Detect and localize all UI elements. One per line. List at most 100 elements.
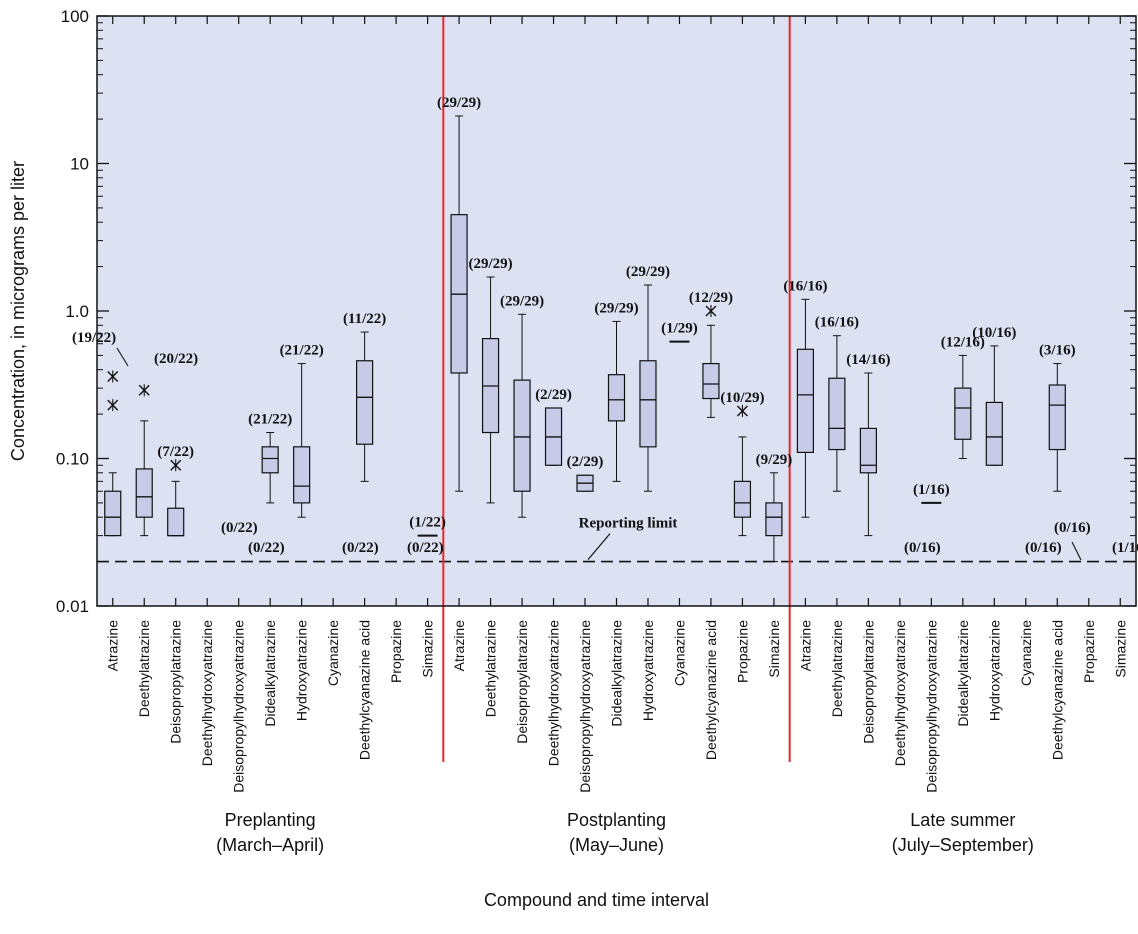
deethylcyanazine-acid-box: [356, 360, 374, 445]
category-label-deisopropylatrazine: Deisopropylatrazine: [168, 620, 184, 744]
propazine-box: [733, 480, 752, 518]
atrazine-detection-count: (19/22): [72, 330, 116, 346]
category-label-deisopropylhydroxyatrazine: Deisopropylhydroxyatrazine: [231, 620, 247, 793]
deethylcyanazine-acid-detection-count: (11/22): [343, 311, 386, 327]
deethylatrazine-box: [135, 468, 153, 518]
didealkylatrazine-box: [954, 387, 972, 440]
deethylcyanazine-acid-detection-count: (12/29): [689, 290, 733, 306]
didealkylatrazine-detection-count: (12/16): [941, 334, 985, 350]
cyanazine-detection-count: (0/22): [342, 540, 379, 556]
didealkylatrazine-box: [261, 446, 279, 474]
x-axis-title: Compound and time interval: [484, 890, 709, 910]
y-tick-label: 0.10: [56, 450, 89, 469]
deethylhydroxyatrazine-detection-count: (0/22): [221, 520, 258, 536]
category-label-deethylatrazine: Deethylatrazine: [483, 620, 499, 717]
deethylatrazine-detection-count: (20/22): [154, 351, 198, 367]
deisopropylhydroxyatrazine-detection-count: (2/29): [567, 454, 604, 470]
deisopropylatrazine-box: [167, 507, 185, 537]
didealkylatrazine-detection-count: (21/22): [248, 412, 292, 428]
didealkylatrazine-detection-count: (29/29): [594, 300, 638, 316]
simazine-detection-count: (9/29): [756, 452, 793, 468]
category-label-propazine: Propazine: [388, 620, 404, 683]
category-label-didealkylatrazine: Didealkylatrazine: [955, 620, 971, 727]
deethylhydroxyatrazine-detection-count: (0/16): [904, 540, 941, 556]
atrazine-box: [104, 490, 122, 537]
deethylhydroxyatrazine-detection-count: (2/29): [535, 387, 572, 403]
category-label-deethylhydroxyatrazine: Deethylhydroxyatrazine: [892, 620, 908, 767]
hydroxyatrazine-detection-count: (21/22): [280, 343, 324, 359]
propazine-detection-count: (0/16): [1054, 520, 1091, 536]
deisopropylatrazine-box: [513, 379, 531, 492]
y-tick-label: 100: [61, 7, 89, 26]
category-label-hydroxyatrazine: Hydroxyatrazine: [986, 620, 1002, 721]
group-label-0: Preplanting: [225, 810, 316, 830]
boxes: [104, 115, 1066, 563]
simazine-detection-count: (1/22): [409, 515, 446, 531]
atrazine-detection-count: (16/16): [783, 278, 827, 294]
category-label-cyanazine: Cyanazine: [1018, 620, 1034, 686]
hydroxyatrazine-detection-count: (29/29): [626, 264, 670, 280]
deisopropylhydroxyatrazine-detection-count: (0/22): [248, 540, 285, 556]
group-sublabel-2: (July–September): [892, 835, 1034, 855]
group-label-1: Postplanting: [567, 810, 666, 830]
hydroxyatrazine-box: [639, 360, 657, 448]
hydroxyatrazine-box: [293, 446, 311, 504]
category-label-propazine: Propazine: [1081, 620, 1097, 683]
category-label-didealkylatrazine: Didealkylatrazine: [262, 620, 278, 727]
deisopropylatrazine-box: [859, 427, 877, 474]
category-label-cyanazine: Cyanazine: [671, 620, 687, 686]
category-label-deisopropylhydroxyatrazine: Deisopropylhydroxyatrazine: [577, 620, 593, 793]
atrazine-box: [796, 348, 815, 453]
category-label-deisopropylatrazine: Deisopropylatrazine: [860, 620, 876, 744]
category-label-simazine: Simazine: [766, 620, 782, 678]
plot-area: [97, 16, 1136, 606]
category-label-propazine: Propazine: [734, 620, 750, 683]
simazine-box: [765, 502, 783, 537]
group-sublabel-1: (May–June): [569, 835, 664, 855]
category-label-deethylcyanazine-acid: Deethylcyanazine acid: [703, 620, 719, 760]
category-label-deisopropylhydroxyatrazine: Deisopropylhydroxyatrazine: [923, 620, 939, 793]
group-sublabel-0: (March–April): [216, 835, 324, 855]
deethylcyanazine-acid-detection-count: (3/16): [1039, 343, 1076, 359]
category-label-simazine: Simazine: [420, 620, 436, 678]
reporting-limit-label: Reporting limit: [579, 516, 678, 532]
category-label-simazine: Simazine: [1112, 620, 1128, 678]
category-label-deethylcyanazine-acid: Deethylcyanazine acid: [1049, 620, 1065, 760]
cyanazine-detection-count: (1/29): [661, 321, 698, 337]
detection-annotations: (19/22) (20/22) (7/22) (0/22) (0/22) (21/22) (…: [72, 95, 1138, 561]
deethylatrazine-detection-count: (16/16): [815, 315, 859, 331]
deisopropylatrazine-detection-count: (7/22): [157, 444, 194, 460]
deisopropylatrazine-detection-count: (29/29): [500, 293, 544, 309]
category-label-atrazine: Atrazine: [105, 620, 121, 672]
deethylatrazine-box: [828, 377, 846, 451]
category-label-didealkylatrazine: Didealkylatrazine: [609, 620, 625, 727]
simazine-detection-count: (1/16): [1112, 540, 1138, 556]
category-label-deethylatrazine: Deethylatrazine: [136, 620, 152, 717]
category-label-hydroxyatrazine: Hydroxyatrazine: [294, 620, 310, 721]
deethylcyanazine-acid-box: [1048, 384, 1066, 451]
propazine-annotation-leader: [1071, 541, 1082, 561]
category-label-hydroxyatrazine: Hydroxyatrazine: [640, 620, 656, 721]
y-tick-label: 1.0: [65, 302, 89, 321]
atrazine-detection-count: (29/29): [437, 95, 481, 111]
reference-lines: Reporting limit: [97, 16, 1136, 762]
category-label-deisopropylatrazine: Deisopropylatrazine: [514, 620, 530, 744]
y-tick-label: 10: [70, 155, 89, 174]
category-labels: Atrazine Deethylatrazine Deisopropylatrazi…: [105, 620, 1129, 855]
reporting-limit-leader: [587, 533, 611, 560]
cyanazine-detection-count: (0/16): [1025, 540, 1062, 556]
hydroxyatrazine-detection-count: (10/16): [972, 325, 1016, 341]
deethylcyanazine-acid-box: [702, 362, 720, 400]
axes: 0.01 0.10 1.0 10 100: [56, 7, 1136, 616]
atrazine-annotation-leader: [116, 347, 129, 367]
didealkylatrazine-box: [607, 374, 626, 422]
category-label-atrazine: Atrazine: [451, 620, 467, 672]
deisopropylatrazine-detection-count: (14/16): [846, 352, 890, 368]
category-label-deethylhydroxyatrazine: Deethylhydroxyatrazine: [546, 620, 562, 767]
propazine-detection-count: (0/22): [407, 540, 444, 556]
hydroxyatrazine-box: [985, 401, 1003, 466]
deisopropylhydroxyatrazine-detection-count: (1/16): [913, 482, 950, 498]
category-label-deethylcyanazine-acid: Deethylcyanazine acid: [357, 620, 373, 760]
category-label-cyanazine: Cyanazine: [325, 620, 341, 686]
